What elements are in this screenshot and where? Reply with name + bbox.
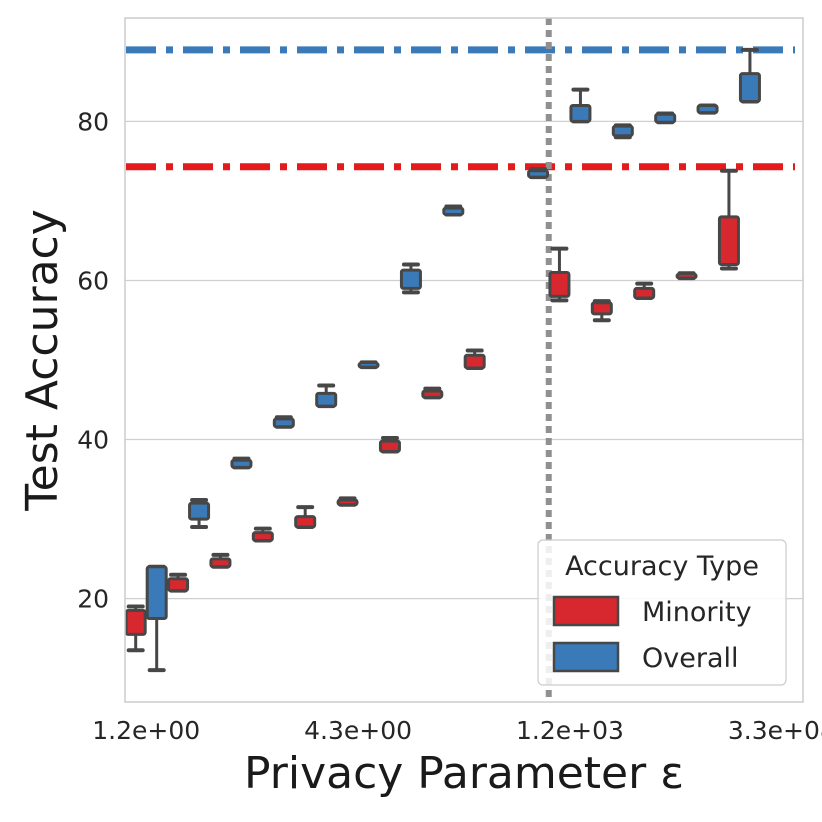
box-body [738,72,761,104]
x-tick-label-0: 1.2e+00 [92,716,200,745]
box-overall-9 [527,167,550,180]
box-minority-1 [167,572,190,593]
box-overall-14 [738,47,761,104]
box-overall-0 [145,564,168,673]
box-minority-13 [675,271,698,281]
box-body [315,391,338,408]
box-body [463,353,486,370]
box-minority-0 [124,604,147,653]
plot-frame [124,17,804,703]
box-overall-10 [569,87,592,124]
x-tick-labels: 1.2e+00 4.3e+00 1.2e+03 3.3e+08 [92,716,822,745]
y-axis-title: Test Accuracy [17,209,68,512]
box-overall-13 [696,103,719,115]
box-body [378,439,401,453]
x-tick-label-3: 3.3e+08 [728,716,822,745]
y-tick-labels: 20 40 60 80 [77,107,109,613]
y-tick-label-20: 20 [77,585,109,614]
box-minority-5 [336,496,359,507]
box-overall-6 [399,262,422,295]
legend-swatch-minority [552,595,620,627]
box-overall-5 [357,360,380,370]
box-minority-6 [378,435,401,454]
x-tick-label-2: 1.2e+03 [516,716,624,745]
y-tick-label-80: 80 [77,107,109,136]
box-overall-3 [272,415,295,429]
box-body [590,301,613,316]
legend-label-overall: Overall [642,643,739,674]
box-overall-11 [611,123,634,140]
box-minority-4 [294,505,317,530]
box-body [145,565,168,620]
box-minority-2 [209,552,232,569]
y-tick-label-40: 40 [77,426,109,455]
box-minority-12 [633,281,656,300]
box-overall-2 [230,456,253,470]
y-tick-label-60: 60 [77,266,109,295]
box-minority-8 [463,348,486,370]
reference-lines [126,46,795,171]
legend-swatch-overall [552,641,620,673]
box-minority-3 [251,526,274,543]
box-overall-1 [188,497,211,530]
box-overall-7 [442,204,465,217]
box-minority-7 [421,386,444,400]
box-body [167,577,190,593]
box-body [633,286,656,300]
box-overall-12 [654,111,677,125]
box-minority-11 [590,299,613,323]
legend: Accuracy Type Minority Overall [537,539,787,686]
x-tick-label-1: 4.3e+00 [304,716,412,745]
x-axis-title: Privacy Parameter ε [244,748,684,799]
box-overall-4 [315,383,338,409]
box-minority-10 [548,246,571,303]
box-minority-14 [717,168,740,271]
legend-title: Accuracy Type [565,551,759,582]
box-body [399,268,422,290]
legend-label-minority: Minority [642,597,752,628]
boxes [124,47,761,673]
